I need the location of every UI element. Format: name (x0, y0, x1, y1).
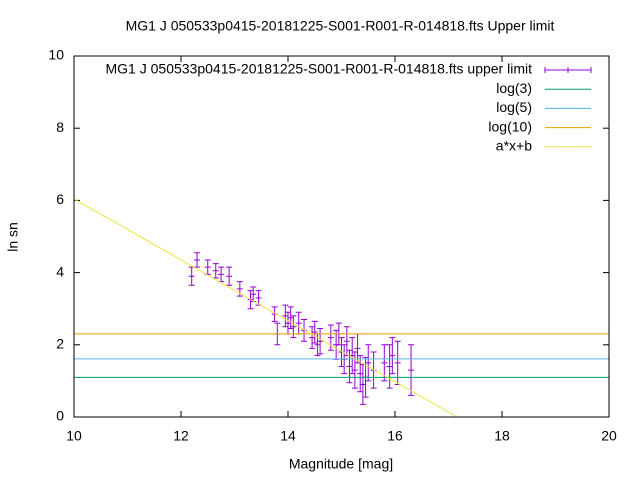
y-tick-label: 2 (56, 336, 64, 352)
y-tick-label: 0 (56, 408, 64, 424)
error-bar (282, 304, 289, 328)
line (74, 198, 458, 417)
error-bar (343, 326, 350, 357)
y-tick-label: 4 (56, 263, 64, 279)
x-tick-label: 18 (494, 428, 510, 444)
x-axis-label: Magnitude [mag] (289, 456, 393, 472)
error-bar (346, 349, 353, 384)
y-tick-label: 10 (48, 47, 64, 63)
error-bar (204, 259, 211, 275)
error-bar (194, 252, 201, 268)
error-bar (226, 266, 233, 286)
error-bar (408, 344, 415, 396)
error-bar (218, 266, 225, 283)
error-bar (212, 263, 219, 279)
error-bar (386, 344, 393, 389)
x-tick-label: 14 (280, 428, 296, 444)
y-axis-label: ln sn (5, 222, 21, 252)
y-tick-label: 8 (56, 119, 64, 135)
x-tick-label: 16 (387, 428, 403, 444)
legend-label: MG1 J 050533p0415-20181225-S001-R001-R-0… (106, 61, 533, 77)
legend-swatch (544, 67, 592, 73)
error-bar (351, 351, 358, 389)
y-tick-label: 6 (56, 191, 64, 207)
chart-title: MG1 J 050533p0415-20181225-S001-R001-R-0… (126, 18, 555, 34)
error-bar (357, 355, 364, 393)
error-bar (290, 315, 297, 339)
error-bar (389, 337, 396, 375)
plot-border (73, 55, 610, 418)
legend-label: log(3) (496, 80, 532, 96)
error-bar (314, 333, 321, 357)
error-bar (327, 324, 334, 351)
x-tick-label: 10 (66, 428, 82, 444)
error-bar (188, 266, 195, 286)
error-bar (311, 320, 318, 344)
error-bar (295, 311, 302, 335)
error-bar (317, 328, 324, 355)
legend-label: log(10) (488, 118, 532, 134)
error-bar (365, 344, 372, 382)
error-bar (287, 306, 294, 330)
error-bar (255, 290, 262, 306)
error-bar (271, 306, 278, 322)
error-bar (394, 340, 401, 386)
x-tick-label: 20 (601, 428, 617, 444)
error-bar (236, 281, 243, 297)
error-bar (354, 333, 361, 364)
legend-label: log(5) (496, 99, 532, 115)
error-bar (359, 364, 366, 405)
legend-label: a*x+b (496, 138, 532, 154)
error-bar (309, 326, 316, 349)
error-bar (349, 337, 356, 375)
error-bar (381, 344, 388, 382)
error-bar (370, 351, 377, 389)
x-tick-label: 12 (173, 428, 189, 444)
error-bar (338, 337, 345, 367)
